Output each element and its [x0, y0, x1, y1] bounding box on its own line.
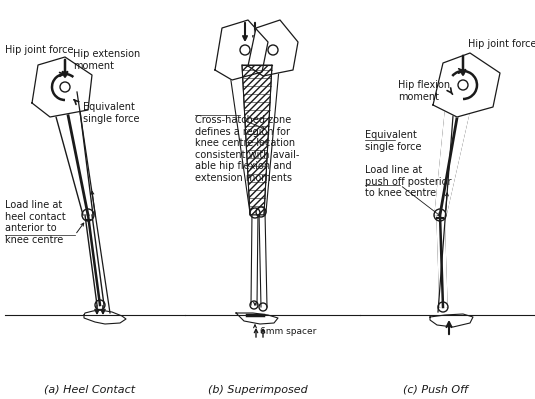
Polygon shape	[435, 95, 473, 215]
Polygon shape	[248, 20, 298, 76]
Polygon shape	[85, 215, 104, 305]
Text: Equivalent
single force: Equivalent single force	[365, 130, 422, 152]
Text: (a) Heel Contact: (a) Heel Contact	[44, 385, 135, 395]
Polygon shape	[437, 215, 447, 307]
Text: Hip joint force: Hip joint force	[5, 45, 73, 55]
Polygon shape	[433, 53, 500, 117]
Text: (b) Superimposed: (b) Superimposed	[208, 385, 308, 395]
Polygon shape	[32, 57, 92, 117]
Polygon shape	[242, 65, 272, 215]
Text: (c) Push Off: (c) Push Off	[402, 385, 468, 395]
Text: Load line at
heel contact
anterior to
knee centre: Load line at heel contact anterior to kn…	[5, 200, 66, 245]
Text: Hip flexion
moment: Hip flexion moment	[398, 80, 450, 102]
Text: Hip joint force: Hip joint force	[468, 39, 535, 49]
Text: 6mm spacer: 6mm spacer	[260, 327, 316, 336]
Text: Hip extension
moment: Hip extension moment	[73, 49, 140, 71]
Polygon shape	[215, 20, 268, 80]
Text: Load line at
push off posterior
to knee centre: Load line at push off posterior to knee …	[365, 165, 452, 198]
Text: Equivalent
single force: Equivalent single force	[83, 102, 140, 124]
Polygon shape	[50, 95, 93, 215]
Text: Cross-hatched zone
defines a region for
knee centre location
consistent with ava: Cross-hatched zone defines a region for …	[195, 115, 300, 183]
